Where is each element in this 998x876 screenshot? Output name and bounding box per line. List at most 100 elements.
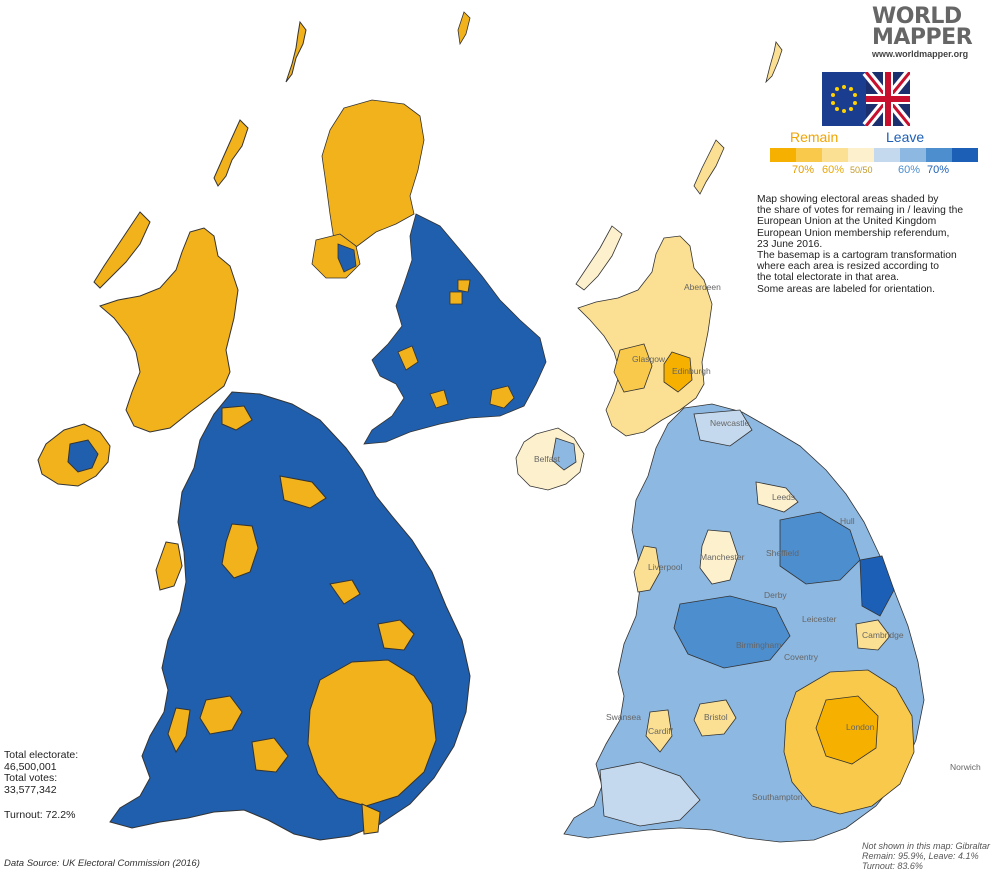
inset-newcastle-remain xyxy=(457,279,471,293)
label-leicester: Leicester xyxy=(802,614,837,624)
label-leeds: Leeds xyxy=(772,492,795,502)
description-line: where each area is resized according to xyxy=(757,261,940,273)
southwest-remain-area xyxy=(251,737,289,773)
shaded-newcastle-area xyxy=(693,409,753,447)
label-hull: Hull xyxy=(840,516,855,526)
map-description: Map showing electoral areas shaded by th… xyxy=(757,194,989,295)
gibraltar-note: Not shown in this map: Gibraltar Remain:… xyxy=(862,841,990,871)
inset-london-remain xyxy=(489,385,515,409)
turnout-text: Turnout: 72.2% xyxy=(4,809,76,821)
shaded-western-isles xyxy=(575,225,623,291)
description-line: the share of votes for remaing in / leav… xyxy=(757,205,964,217)
description-line: 23 June 2016. xyxy=(757,238,823,250)
inset-scotland xyxy=(321,99,425,257)
shaded-glasgow-area xyxy=(613,343,653,393)
label-birmingham: Birmingham xyxy=(736,640,781,650)
worldmapper-logo: WORLD MAPPER www.worldmapper.org xyxy=(872,4,992,60)
data-source: Data Source: UK Electoral Commission (20… xyxy=(4,858,200,869)
northern-isles-fragment xyxy=(213,119,249,187)
scotland-region xyxy=(99,227,239,433)
label-coventry: Coventry xyxy=(784,652,819,662)
legend-remain-label: Remain xyxy=(790,129,839,145)
flags-illustration xyxy=(822,72,910,126)
shaded-midlands-leave-area xyxy=(673,595,791,669)
brighton-remain-area xyxy=(361,803,381,835)
bristol-remain-area xyxy=(199,695,243,735)
label-cardiff: Cardiff xyxy=(648,726,674,736)
label-liverpool: Liverpool xyxy=(648,562,683,572)
legend-swatch-1 xyxy=(796,148,822,162)
geographic-inset-map xyxy=(311,11,547,445)
legend-swatch-0 xyxy=(770,148,796,162)
legend-leave-label: Leave xyxy=(886,129,925,145)
shaded-liverpool-area xyxy=(633,545,661,593)
logo-text-line2: MAPPER xyxy=(872,25,973,50)
label-newcastle: Newcastle xyxy=(710,418,749,428)
legend-tick-leave-70: 70% xyxy=(927,164,950,176)
shaded-northern-isles xyxy=(693,139,725,195)
shaded-manchester-area xyxy=(699,529,739,585)
shaded-shetland xyxy=(765,41,783,84)
shaded-cartogram: Aberdeen Glasgow Edinburgh Belfast Newca… xyxy=(515,41,981,843)
label-edinburgh: Edinburgh xyxy=(672,366,711,376)
shaded-leeds-area xyxy=(755,481,799,513)
inset-shetland xyxy=(457,11,471,46)
legend-tick-even: 50/50 xyxy=(850,165,873,175)
liverpool-remain-area xyxy=(155,541,183,591)
inset-ni-leave-area xyxy=(337,243,357,273)
description-line: Some areas are labeled for orientation. xyxy=(757,283,936,295)
label-swansea: Swansea xyxy=(606,712,641,722)
leeds-remain-area xyxy=(279,475,327,509)
label-glasgow: Glasgow xyxy=(632,354,666,364)
legend-color-scale xyxy=(770,148,978,162)
label-london: London xyxy=(846,722,875,732)
legend-tick-leave-60: 60% xyxy=(898,164,921,176)
referendum-stats: Total electorate: 46,500,001 Total votes… xyxy=(4,749,79,822)
shaded-southwest-area xyxy=(599,761,701,827)
binary-cartogram xyxy=(37,20,471,841)
shaded-ni-leave-area xyxy=(551,437,577,471)
inset-bristol-remain xyxy=(429,389,449,409)
note-line: Remain: 95.9%, Leave: 4.1% xyxy=(862,851,979,861)
legend-tick-remain-70: 70% xyxy=(792,164,815,176)
inset-wales-remain xyxy=(397,345,419,371)
electorate-value: 46,500,001 xyxy=(4,760,57,773)
midlands-remain-area xyxy=(329,579,361,605)
legend-swatch-7 xyxy=(952,148,978,162)
description-line: Map showing electoral areas shaded by xyxy=(757,194,939,205)
eu-flag xyxy=(822,72,866,126)
description-line: European Union membership referendum, xyxy=(757,227,950,239)
legend-swatch-4 xyxy=(874,148,900,162)
shaded-strong-leave-area xyxy=(859,555,895,617)
description-line: the total electorate in that area. xyxy=(757,272,899,284)
logo-url: www.worldmapper.org xyxy=(872,49,969,59)
oxford-cambridge-remain-area xyxy=(377,619,415,651)
label-southampton: Southampton xyxy=(752,792,803,802)
northern-ireland-leave-area xyxy=(67,439,99,473)
shaded-london-core xyxy=(815,695,879,765)
newcastle-remain-area xyxy=(221,405,253,431)
votes-label: Total votes: xyxy=(4,772,58,784)
note-line: Turnout: 83.6% xyxy=(862,861,923,871)
label-derby: Derby xyxy=(764,590,787,600)
label-sheffield: Sheffield xyxy=(766,548,799,558)
label-aberdeen: Aberdeen xyxy=(684,282,721,292)
legend-tick-remain-60: 60% xyxy=(822,164,845,176)
legend-ticks: 70% 60% 50/50 60% 70% xyxy=(770,164,970,178)
inset-manchester-remain xyxy=(449,291,463,305)
shaded-edinburgh-area xyxy=(663,351,693,393)
logo-text-line1: WORLD xyxy=(872,4,962,29)
manchester-remain-area xyxy=(221,523,259,579)
shaded-bristol-area xyxy=(693,699,737,737)
shetland-islands xyxy=(285,20,307,83)
legend-swatch-2 xyxy=(822,148,848,162)
electorate-label: Total electorate: xyxy=(4,749,79,761)
shaded-east-leave-area xyxy=(779,511,861,585)
votes-value: 33,577,342 xyxy=(4,783,57,796)
shaded-cambridge-area xyxy=(855,619,891,651)
legend-swatch-5 xyxy=(900,148,926,162)
legend-swatch-3 xyxy=(848,148,874,162)
eu-stars-icon xyxy=(831,85,857,113)
western-isles xyxy=(93,211,151,289)
